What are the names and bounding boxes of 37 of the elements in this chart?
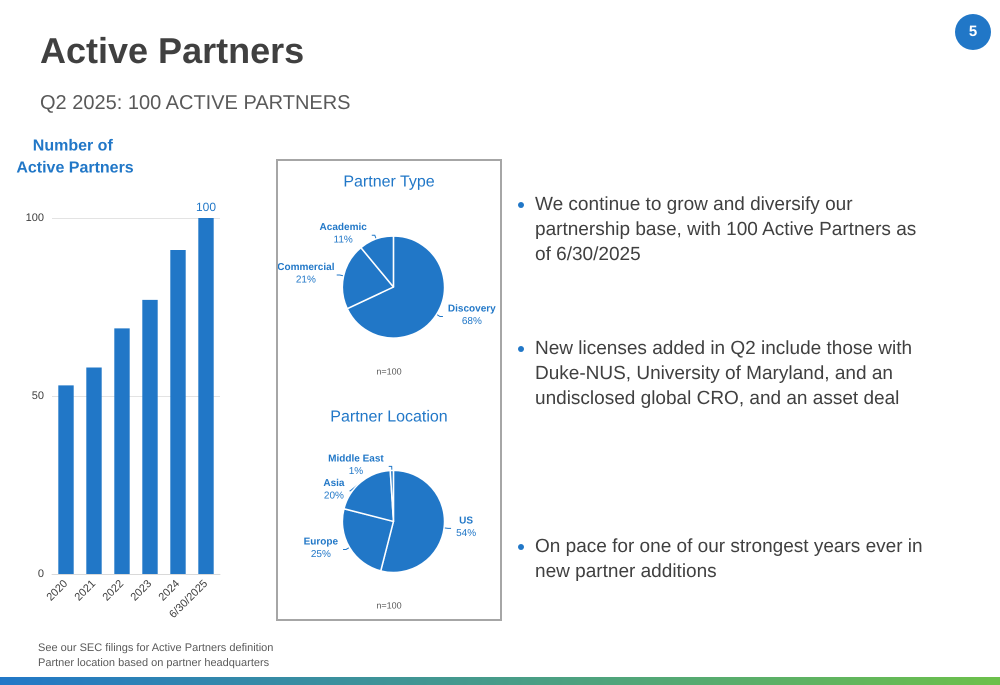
slice-label: Commercial	[277, 262, 335, 273]
chart-title: Partner Type	[343, 174, 435, 190]
text: Partner location based on partner headquarters	[38, 657, 270, 669]
y-tick-label: 100	[26, 212, 44, 224]
text: New licenses added in Q2 include those with Duke-NUS, University of Maryland, and an undisclosed global CRO, and an asset deal	[535, 337, 914, 412]
text: n=100	[376, 600, 402, 610]
bar	[198, 218, 214, 574]
chart-title: Number of Active Partners	[16, 138, 134, 176]
text: Active Partners	[40, 30, 304, 72]
slice-label: Discovery	[448, 304, 496, 315]
text: Q2 2025: 100 ACTIVE PARTNERS	[40, 92, 351, 115]
slice-label: Middle East	[328, 453, 384, 464]
data-label: 20%	[324, 490, 344, 502]
slice-label: Academic	[320, 222, 368, 234]
slice-label: Asia	[323, 478, 345, 489]
text: See our SEC filings for Active Partners definition	[38, 642, 274, 654]
slice-label: Europe	[304, 536, 338, 548]
y-tick-label: 0	[38, 568, 44, 580]
data-label: 68%	[462, 316, 482, 328]
data-label: 21%	[296, 274, 316, 286]
chart-title: Partner Location	[330, 408, 448, 426]
y-tick-label: 50	[32, 390, 44, 402]
slice-label: US	[459, 515, 474, 526]
data-label: 54%	[456, 528, 476, 539]
text: We continue to grow and diversify our partnership base, with 100 Active Partners as of 6/30/2025	[535, 193, 918, 268]
bar	[86, 368, 102, 574]
text: 5	[955, 14, 991, 50]
bar	[114, 328, 130, 574]
bar	[170, 250, 186, 574]
data-label: 1%	[348, 466, 364, 477]
bar	[142, 300, 158, 574]
text: On pace for one of our strongest years ever in new partner additions	[535, 535, 924, 584]
bar	[58, 385, 74, 574]
data-label: 11%	[334, 234, 353, 246]
data-label: 25%	[310, 548, 331, 560]
text: n=100	[376, 366, 402, 376]
data-label: 100	[196, 200, 216, 214]
